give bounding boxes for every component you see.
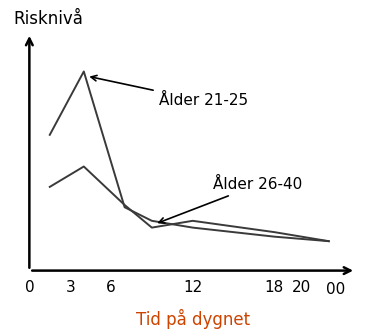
X-axis label: Tid på dygnet: Tid på dygnet	[136, 309, 250, 329]
Text: Ålder 21-25: Ålder 21-25	[91, 75, 248, 108]
Text: 00: 00	[326, 282, 345, 297]
Text: Risknivå: Risknivå	[13, 10, 83, 28]
Text: Ålder 26-40: Ålder 26-40	[159, 177, 302, 223]
